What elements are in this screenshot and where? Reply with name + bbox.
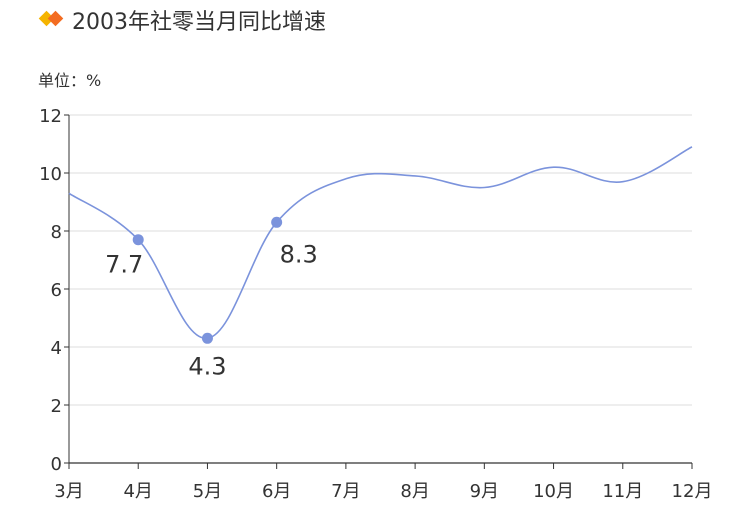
y-axis: 0 2 4 6 8 10 12 [39, 106, 70, 475]
data-points [132, 216, 283, 344]
data-label: 7.7 [105, 251, 143, 279]
title-icon-orange-diamond [47, 10, 64, 27]
x-tick-label: 3月 [54, 481, 83, 502]
x-tick-label: 6月 [262, 481, 291, 502]
y-tick-label: 6 [51, 280, 62, 301]
y-tick-label: 10 [39, 164, 62, 185]
y-tick-label: 2 [51, 396, 62, 417]
data-label: 8.3 [280, 240, 318, 268]
unit-label: 单位：% [38, 71, 101, 90]
data-point [201, 332, 213, 344]
x-tick-label: 10月 [533, 481, 574, 502]
x-tick-label: 12月 [672, 481, 713, 502]
data-point [271, 216, 283, 228]
data-label: 4.3 [188, 352, 226, 380]
x-tick-label: 4月 [123, 481, 152, 502]
title-icon [38, 10, 64, 27]
series-line [68, 146, 693, 340]
x-tick-label: 7月 [331, 481, 360, 502]
gridlines [69, 114, 692, 406]
x-tick-label: 8月 [400, 481, 429, 502]
x-tick-label: 11月 [602, 481, 643, 502]
y-tick-label: 4 [51, 338, 62, 359]
x-axis: 3月 4月 5月 6月 7月 8月 9月 10月 11月 12月 [54, 462, 713, 502]
y-tick-label: 8 [51, 222, 62, 243]
x-tick-label: 5月 [193, 481, 222, 502]
x-tick-label: 9月 [470, 481, 499, 502]
data-labels: 7.7 4.3 8.3 [105, 240, 318, 380]
y-tick-label: 12 [39, 106, 62, 127]
data-point [132, 234, 144, 246]
y-tick-label: 0 [51, 454, 62, 475]
chart-title: 2003年社零当月同比增速 [72, 10, 326, 35]
